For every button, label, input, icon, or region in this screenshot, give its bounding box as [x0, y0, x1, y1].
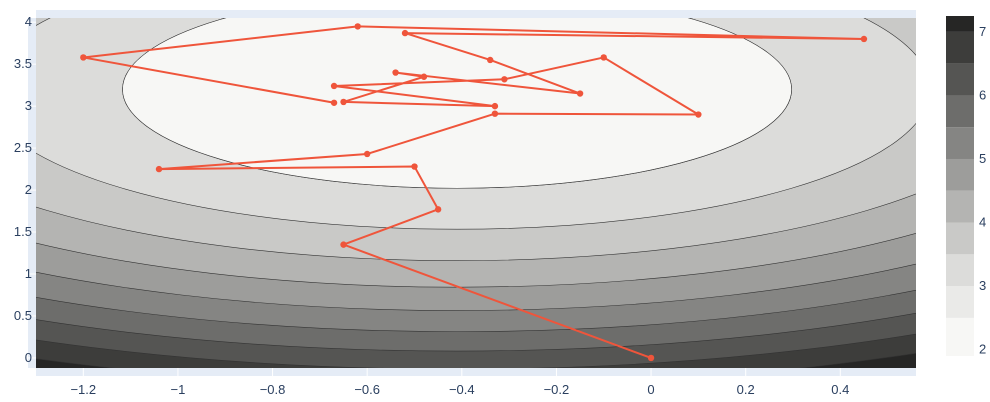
trajectory-point[interactable] [434, 206, 442, 213]
top-band [36, 10, 916, 18]
x-tick-label: −0.8 [260, 382, 286, 397]
trajectory-point[interactable] [340, 241, 347, 248]
trajectory-point[interactable] [491, 102, 499, 110]
x-tick-label: −0.4 [449, 382, 475, 397]
colorbar-segment [946, 31, 974, 64]
trajectory-point[interactable] [80, 54, 87, 61]
trajectory-point[interactable] [600, 54, 607, 61]
y-tick-label: 0 [25, 350, 32, 365]
y-tick-label: 1.5 [14, 224, 32, 239]
trajectory-point[interactable] [576, 90, 584, 97]
trajectory-point[interactable] [392, 69, 399, 76]
y-tick-label: 2.5 [14, 140, 32, 155]
colorbar-segment [946, 190, 974, 223]
trajectory-series [80, 23, 868, 362]
colorbar-segment [946, 317, 974, 356]
colorbar-segment [946, 95, 974, 128]
trajectory-point[interactable] [491, 110, 499, 117]
colorbar-segment [946, 254, 974, 287]
trajectory-point[interactable] [401, 29, 409, 37]
y-tick-label: 2 [25, 182, 32, 197]
trajectory-point[interactable] [501, 76, 508, 83]
colorbar-tick-label: 5 [979, 151, 986, 166]
trajectory-point[interactable] [860, 35, 868, 43]
trajectory-point[interactable] [340, 98, 347, 106]
x-tick-label: −0.6 [354, 382, 380, 397]
y-tick-label: 0.5 [14, 308, 32, 323]
x-axis-band [36, 368, 916, 376]
trajectory-point[interactable] [647, 354, 655, 362]
trajectory-point[interactable] [155, 165, 163, 173]
y-tick-label: 3.5 [14, 56, 32, 71]
colorbar-segment [946, 222, 974, 255]
y-tick-label: 4 [25, 14, 32, 29]
axes: −1.2 −1 −0.8 −0.6 −0.4 −0.2 0 0.2 0.4 0 0.5 1 1.5 2 2.… [14, 10, 916, 397]
trajectory-point[interactable] [330, 99, 338, 106]
colorbar-tick-label: 2 [979, 342, 986, 357]
trajectory-point[interactable] [354, 23, 361, 30]
x-tick-label: 0 [647, 382, 654, 397]
colorbar: 2 3 4 5 6 7 [946, 16, 986, 357]
contour-band-inner [122, 18, 792, 189]
trajectory-point[interactable] [330, 82, 338, 90]
colorbar-segment [946, 63, 974, 96]
y-tick-label: 3 [25, 98, 32, 113]
x-tick-label: −0.2 [544, 382, 570, 397]
colorbar-segment [946, 158, 974, 191]
trajectory-point[interactable] [363, 150, 371, 158]
x-tick-label: 0.2 [737, 382, 755, 397]
trajectory-line [82, 25, 865, 359]
x-tick-label: 0.4 [831, 382, 849, 397]
colorbar-tick-label: 6 [979, 87, 986, 102]
x-tick-label: −1.2 [70, 382, 96, 397]
colorbar-segment [946, 127, 974, 159]
colorbar-segment [946, 16, 974, 32]
trajectory-point[interactable] [411, 163, 418, 170]
x-tick-label: −1 [171, 382, 186, 397]
trajectory-point[interactable] [695, 111, 702, 118]
colorbar-segment [946, 286, 974, 318]
trajectory-point[interactable] [486, 56, 494, 64]
y-axis-band [28, 18, 36, 368]
colorbar-tick-label: 7 [979, 24, 986, 39]
colorbar-tick-label: 3 [979, 278, 986, 293]
y-tick-label: 1 [25, 266, 32, 281]
colorbar-tick-label: 4 [979, 215, 986, 230]
trajectory-point[interactable] [420, 73, 428, 80]
